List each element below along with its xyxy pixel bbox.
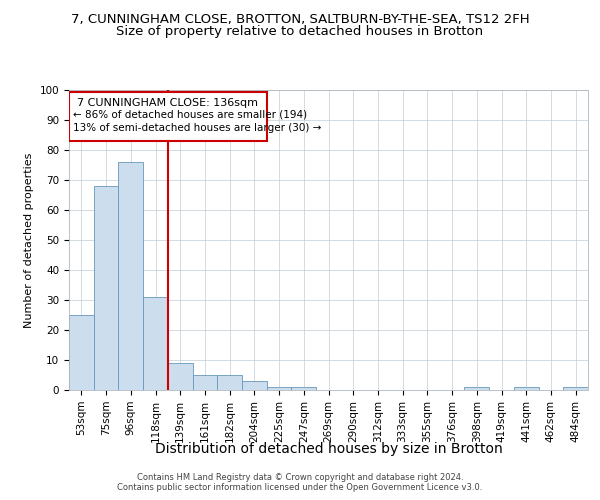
Bar (242, 381, 267, 390)
Bar (168, 363, 193, 390)
Bar (292, 387, 316, 390)
Bar (94, 186, 118, 390)
Text: Contains public sector information licensed under the Open Government Licence v3: Contains public sector information licen… (118, 484, 482, 492)
Text: 7, CUNNINGHAM CLOSE, BROTTON, SALTBURN-BY-THE-SEA, TS12 2FH: 7, CUNNINGHAM CLOSE, BROTTON, SALTBURN-B… (71, 12, 529, 26)
Text: Contains HM Land Registry data © Crown copyright and database right 2024.: Contains HM Land Registry data © Crown c… (137, 472, 463, 482)
Bar (118, 162, 143, 390)
Bar (464, 387, 489, 390)
Bar (193, 375, 217, 390)
Bar (217, 375, 242, 390)
Y-axis label: Number of detached properties: Number of detached properties (24, 152, 34, 328)
Bar (514, 387, 539, 390)
Text: Distribution of detached houses by size in Brotton: Distribution of detached houses by size … (155, 442, 503, 456)
Bar (143, 297, 168, 390)
Text: ← 86% of detached houses are smaller (194): ← 86% of detached houses are smaller (19… (73, 110, 307, 120)
Bar (563, 387, 588, 390)
Text: Size of property relative to detached houses in Brotton: Size of property relative to detached ho… (116, 25, 484, 38)
Bar (69, 315, 94, 390)
Bar (69, 92, 267, 141)
Text: 7 CUNNINGHAM CLOSE: 136sqm: 7 CUNNINGHAM CLOSE: 136sqm (77, 98, 259, 108)
Bar (267, 387, 292, 390)
Text: 13% of semi-detached houses are larger (30) →: 13% of semi-detached houses are larger (… (73, 123, 321, 133)
